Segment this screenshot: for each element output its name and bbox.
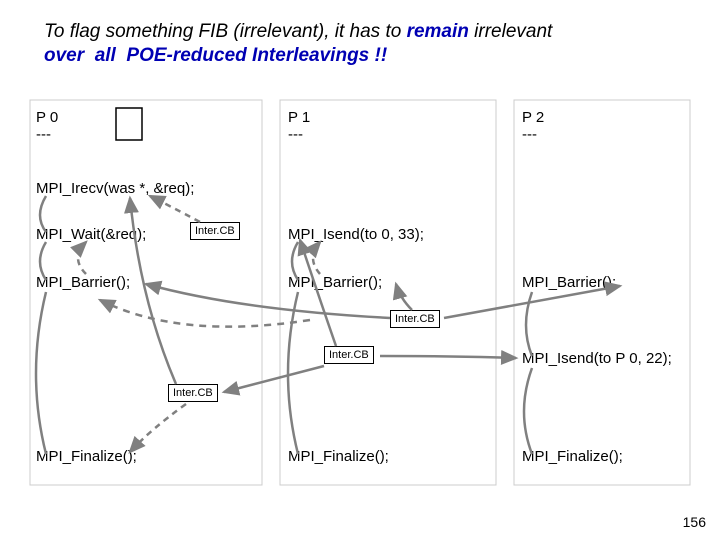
p2-header: P 2 --- bbox=[522, 110, 544, 143]
p2-dash: --- bbox=[522, 126, 537, 143]
title-over: over bbox=[44, 45, 84, 66]
p0-irecv: MPI_Irecv(was *, &req); bbox=[36, 180, 194, 197]
p2-barrier: MPI_Barrier(); bbox=[522, 274, 616, 291]
page-number: 156 bbox=[683, 514, 706, 530]
p2-finalize: MPI_Finalize(); bbox=[522, 448, 623, 465]
title-text-2: irrelevant bbox=[469, 21, 552, 42]
p1-finalize: MPI_Finalize(); bbox=[288, 448, 389, 465]
p2-isend: MPI_Isend(to P 0, 22); bbox=[522, 350, 672, 367]
title-all: all bbox=[95, 45, 116, 66]
p0-finalize: MPI_Finalize(); bbox=[36, 448, 137, 465]
slide-title: To flag something FIB (irrelevant), it h… bbox=[44, 20, 684, 68]
intercb-box-2: Inter.CB bbox=[390, 310, 440, 328]
p1-header: P 1 --- bbox=[288, 110, 310, 143]
intercb-box-3: Inter.CB bbox=[324, 346, 374, 364]
p1-isend: MPI_Isend(to 0, 33); bbox=[288, 226, 424, 243]
p1-name: P 1 bbox=[288, 109, 310, 126]
p2-name: P 2 bbox=[522, 109, 544, 126]
p1-dash: --- bbox=[288, 126, 303, 143]
p0-dash: --- bbox=[36, 126, 51, 143]
p1-barrier: MPI_Barrier(); bbox=[288, 274, 382, 291]
p0-wait: MPI_Wait(&req); bbox=[36, 226, 146, 243]
p0-header: P 0 --- bbox=[36, 110, 58, 143]
intercb-box-1: Inter.CB bbox=[190, 222, 240, 240]
p0-barrier: MPI_Barrier(); bbox=[36, 274, 130, 291]
title-remain: remain bbox=[407, 21, 469, 42]
title-poe: POE-reduced Interleavings !! bbox=[126, 45, 387, 66]
title-text-1: To flag something FIB (irrelevant), it h… bbox=[44, 21, 407, 42]
p0-name: P 0 bbox=[36, 109, 58, 126]
intercb-box-4: Inter.CB bbox=[168, 384, 218, 402]
